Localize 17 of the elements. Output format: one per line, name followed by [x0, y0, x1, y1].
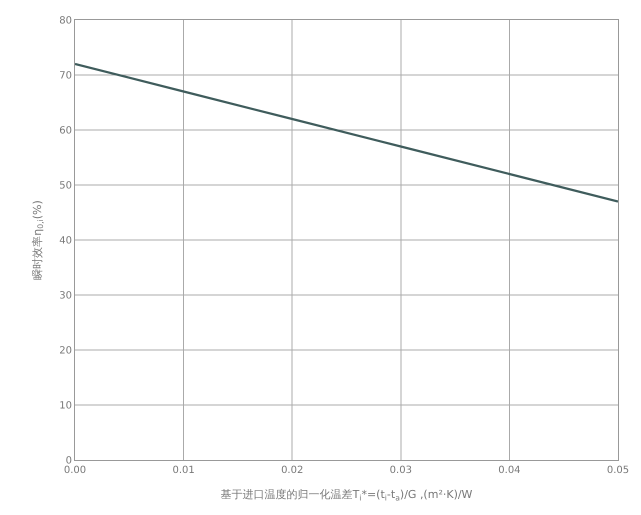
y-tick-label: 20: [59, 346, 72, 356]
y-tick-label: 0: [66, 456, 72, 466]
y-tick-label: 40: [59, 236, 72, 246]
x-tick-label: 0.02: [281, 465, 304, 476]
x-tick-label: 0.04: [498, 465, 521, 476]
x-tick-label: 0.00: [64, 465, 86, 476]
y-tick-label: 30: [59, 290, 72, 302]
y-tick-label: 60: [59, 126, 72, 136]
y-tick-label: 10: [59, 400, 72, 412]
y-tick-label: 80: [59, 16, 72, 26]
y-tick-label: 70: [59, 70, 72, 82]
x-tick-label: 0.03: [390, 465, 412, 476]
y-tick-label: 50: [59, 180, 72, 192]
line-series: [75, 62, 618, 203]
x-tick-label: 0.05: [606, 465, 630, 476]
x-tick-label: 0.01: [172, 465, 195, 476]
x-axis-title: 基于进口温度的归一化温差T$_{i}$*=(t$_{i}$-t$_{a}$)/G ,(m²·K)/W: [220, 488, 473, 503]
